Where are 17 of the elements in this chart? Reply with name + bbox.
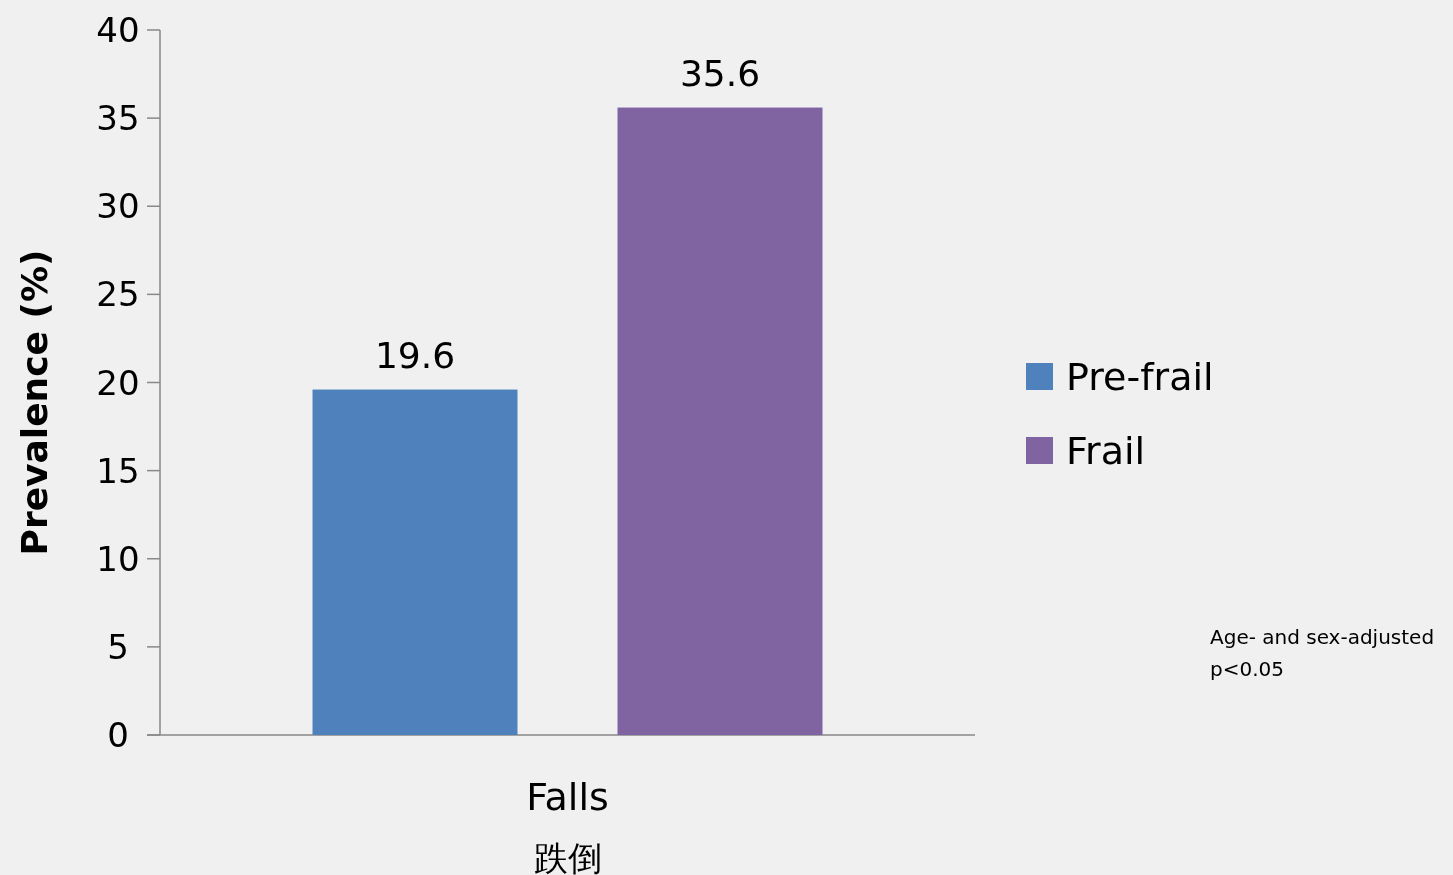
y-tick-label: 10: [96, 538, 140, 579]
y-tick-label: 30: [96, 186, 140, 227]
y-tick-label: 5: [107, 626, 129, 667]
x-tick-label: Falls 跌倒: [526, 775, 609, 875]
data-label: 19.6: [374, 334, 456, 376]
y-tick-label: 0: [107, 715, 129, 755]
y-tick-label: 15: [96, 450, 140, 491]
y-axis-title: Prevalence (%): [14, 249, 55, 556]
data-label: 35.6: [679, 52, 761, 94]
y-tick-label: 35: [96, 98, 140, 139]
y-tick-label: 40: [96, 10, 140, 50]
text: Age- and sex-adjusted: [1210, 625, 1435, 649]
y-tick-label: 20: [96, 362, 140, 403]
legend-label: Pre-frail: [1066, 355, 1214, 399]
text: p<0.05: [1210, 657, 1284, 681]
y-tick-label: 25: [96, 274, 140, 315]
legend-label: Frail: [1066, 429, 1146, 473]
